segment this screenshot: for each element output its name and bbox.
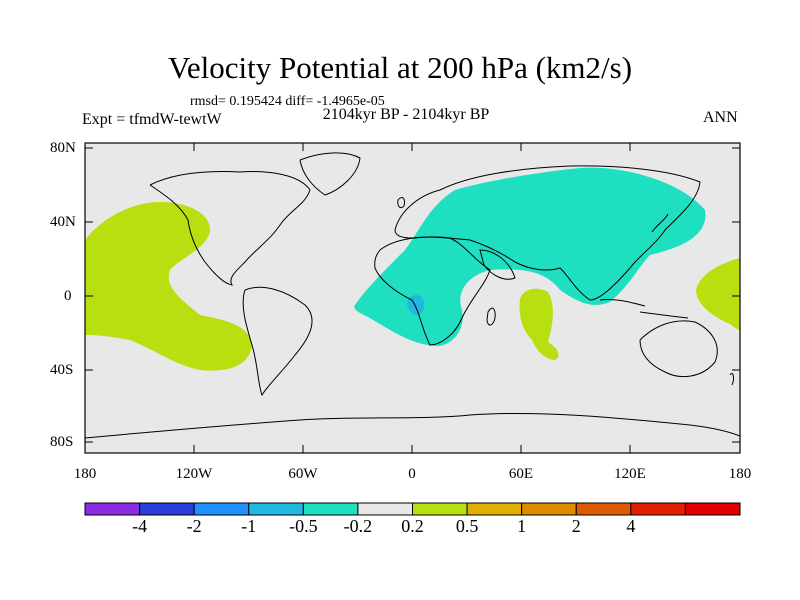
colorbar-box bbox=[139, 502, 195, 516]
stats-line: rmsd= 0.195424 diff= -1.4965e-05 bbox=[190, 94, 385, 109]
positive-contour-indian bbox=[519, 288, 559, 360]
coast-north-america bbox=[149, 171, 311, 286]
negative-contour-eurasia bbox=[354, 167, 706, 347]
experiment-label: Expt = tfmdW-tewtW bbox=[82, 111, 222, 128]
coast-uk bbox=[397, 197, 405, 209]
lon-tick-label: 120W bbox=[175, 466, 213, 482]
season-label: ANN bbox=[703, 109, 738, 126]
colorbar-label: -4 bbox=[132, 516, 148, 536]
lat-tickmarks bbox=[85, 147, 740, 443]
lon-tick-label: 60E bbox=[508, 466, 534, 482]
colorbar-box bbox=[575, 502, 632, 516]
coast-antarctica bbox=[85, 412, 740, 439]
colorbar-label: -0.5 bbox=[289, 516, 318, 536]
colorbar-box bbox=[684, 502, 741, 516]
colorbar-label: -1 bbox=[241, 516, 257, 536]
coast-eurasia bbox=[394, 165, 701, 301]
period-label: 2104kyr BP - 2104kyr BP bbox=[322, 106, 490, 123]
lat-tick-label: 80N bbox=[50, 140, 76, 156]
coast-new-zealand bbox=[729, 372, 734, 386]
colorbar-box bbox=[630, 502, 686, 516]
coast-madagascar bbox=[486, 307, 496, 326]
colorbar bbox=[84, 502, 741, 516]
colorbar-label: -2 bbox=[186, 516, 202, 536]
lat-tick-label: 0 bbox=[64, 288, 72, 304]
lon-tick-label: 120E bbox=[614, 466, 646, 482]
lat-tick-label: 40S bbox=[50, 362, 74, 378]
colorbar-box bbox=[248, 502, 304, 516]
coast-arabia bbox=[479, 249, 516, 280]
coast-australia bbox=[639, 320, 718, 378]
positive-contour-pacific bbox=[85, 202, 252, 371]
coast-greenland bbox=[299, 152, 361, 196]
lon-tick-label: 60W bbox=[288, 466, 318, 482]
lon-tick-label: 180 bbox=[73, 466, 97, 482]
lat-tick-label: 40N bbox=[50, 214, 76, 230]
colorbar-box bbox=[521, 502, 577, 516]
lon-tickmarks bbox=[84, 143, 741, 453]
coast-japan bbox=[651, 213, 669, 233]
colorbar-box bbox=[466, 502, 523, 516]
colorbar-label: 4 bbox=[626, 516, 636, 536]
lat-tick-label: 80S bbox=[50, 434, 74, 450]
colorbar-box bbox=[412, 502, 468, 516]
coast-indonesia bbox=[599, 299, 689, 319]
positive-contour-westpacific bbox=[696, 258, 740, 330]
lon-tick-label: 180 bbox=[728, 466, 752, 482]
colorbar-label: 0.5 bbox=[455, 516, 479, 536]
colorbar-label: 1 bbox=[517, 516, 527, 536]
colorbar-label: 2 bbox=[571, 516, 581, 536]
colorbar-label: 0.2 bbox=[401, 516, 424, 536]
plot-title: Velocity Potential at 200 hPa (km2/s) bbox=[167, 50, 633, 85]
lon-tick-label: 0 bbox=[408, 466, 416, 482]
colorbar-box bbox=[302, 502, 359, 516]
colorbar-box bbox=[84, 502, 141, 516]
coastlines bbox=[85, 152, 740, 439]
coast-south-america bbox=[242, 286, 313, 397]
colorbar-label: -0.2 bbox=[343, 516, 373, 536]
contour-fields bbox=[85, 167, 740, 371]
colorbar-box bbox=[357, 502, 413, 516]
colorbar-box bbox=[193, 502, 250, 516]
